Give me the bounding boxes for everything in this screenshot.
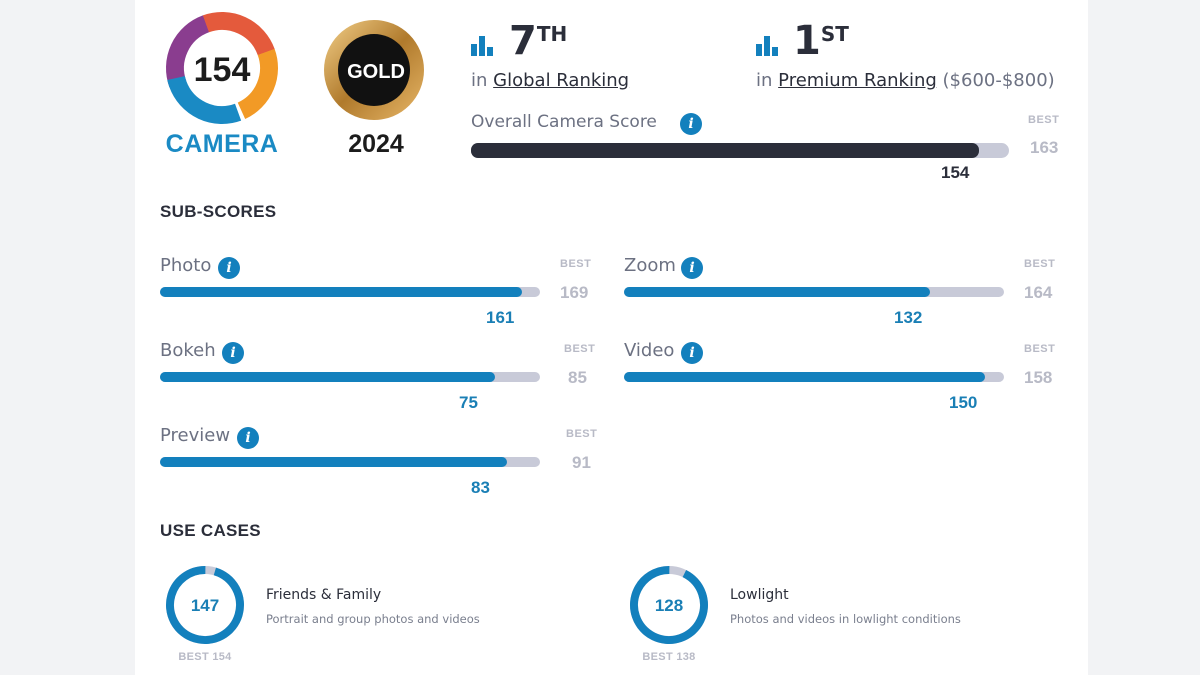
photo-info-icon[interactable]: i — [218, 257, 240, 279]
subscore-preview-score: 83 — [471, 478, 490, 497]
overall-best-value: 163 — [1030, 138, 1059, 157]
subscore-zoom-score: 132 — [894, 308, 923, 327]
subscore-preview-best: 91 — [572, 453, 591, 472]
subscore-video-best: 158 — [1024, 368, 1053, 387]
subscore-photo-bar — [160, 287, 540, 297]
subscore-best-label: BEST — [566, 428, 598, 440]
global-ranking-prefix: in — [471, 70, 488, 91]
use-case-friends-family: 147 BEST 154 Friends & Family Portrait a… — [160, 560, 600, 670]
camera-scores-card — [135, 0, 1088, 675]
subscore-zoom-bar — [624, 287, 1004, 297]
subscore-photo-best: 169 — [560, 283, 589, 302]
subscore-zoom-fill — [624, 287, 930, 297]
overall-info-icon[interactable]: i — [680, 113, 702, 135]
premium-ranking-line: in Premium Ranking ($600-$800) — [756, 70, 1055, 91]
preview-info-icon[interactable]: i — [237, 427, 259, 449]
subscore-video-fill — [624, 372, 985, 382]
subscore-zoom-best: 164 — [1024, 283, 1053, 302]
global-rank: 7TH — [509, 18, 567, 64]
subscore-bokeh-best: 85 — [568, 368, 587, 387]
award-year: 2024 — [348, 130, 404, 158]
subscore-preview: Preview i BEST 91 83 — [160, 425, 600, 505]
subscore-zoom-name: Zoom — [624, 255, 676, 276]
use-case-lowlight: 128 BEST 138 Lowlight Photos and videos … — [624, 560, 1064, 670]
subscore-best-label: BEST — [560, 258, 592, 270]
zoom-info-icon[interactable]: i — [681, 257, 703, 279]
subscore-bokeh-name: Bokeh — [160, 340, 216, 361]
overall-score-title: Overall Camera Score — [471, 112, 657, 132]
use-case-lowlight-best: BEST 138 — [642, 651, 696, 663]
subscore-best-label: BEST — [1024, 343, 1056, 355]
use-case-lowlight-desc: Photos and videos in lowlight conditions — [730, 612, 961, 626]
subscore-photo: Photo i BEST 169 161 — [160, 255, 600, 335]
global-rank-number: 7 — [509, 18, 537, 64]
subscore-video-name: Video — [624, 340, 675, 361]
bar-chart-icon — [471, 36, 497, 56]
camera-score-badge: 154 — [166, 12, 278, 125]
bar-chart-icon — [756, 36, 782, 56]
premium-ranking-prefix: in — [756, 70, 773, 91]
use-case-lowlight-score: 128 — [654, 596, 684, 615]
subscore-preview-bar — [160, 457, 540, 467]
subscore-best-label: BEST — [1024, 258, 1056, 270]
gold-award-badge: GOLD — [324, 20, 424, 120]
subscore-best-label: BEST — [564, 343, 596, 355]
camera-score-number: 154 — [194, 51, 251, 89]
subscore-video-score: 150 — [949, 393, 978, 412]
use-case-friends-family-best: BEST 154 — [178, 651, 232, 663]
use-case-lowlight-title: Lowlight — [730, 587, 789, 603]
overall-best-label: BEST — [1028, 114, 1060, 126]
use-case-friends-family-score: 147 — [190, 596, 220, 615]
subscore-bokeh: Bokeh i BEST 85 75 — [160, 340, 600, 420]
subscore-photo-score: 161 — [486, 308, 515, 327]
overall-score-fill — [471, 143, 979, 158]
subscore-bokeh-bar — [160, 372, 540, 382]
video-info-icon[interactable]: i — [681, 342, 703, 364]
subscore-bokeh-score: 75 — [459, 393, 478, 412]
subscore-preview-fill — [160, 457, 507, 467]
subscores-title: SUB-SCORES — [160, 202, 277, 221]
subscore-photo-name: Photo — [160, 255, 212, 276]
camera-label: CAMERA — [165, 130, 279, 158]
subscore-bokeh-fill — [160, 372, 495, 382]
overall-score-value: 154 — [941, 163, 970, 182]
premium-rank-number: 1 — [793, 18, 821, 64]
use-case-friends-family-title: Friends & Family — [266, 587, 382, 603]
subscore-zoom: Zoom i BEST 164 132 — [624, 255, 1064, 335]
global-ranking-link[interactable]: Global Ranking — [493, 70, 630, 91]
premium-rank-suffix: ST — [820, 22, 849, 46]
overall-score-bar — [471, 143, 1009, 158]
premium-price-range: ($600-$800) — [942, 70, 1055, 91]
global-ranking-line: in Global Ranking — [471, 70, 629, 91]
use-case-friends-family-ring — [166, 566, 244, 644]
subscore-photo-fill — [160, 287, 522, 297]
subscore-preview-name: Preview — [160, 425, 231, 446]
subscore-video: Video i BEST 158 150 — [624, 340, 1064, 420]
premium-ranking-link[interactable]: Premium Ranking — [778, 70, 937, 91]
bokeh-info-icon[interactable]: i — [222, 342, 244, 364]
use-cases-title: USE CASES — [160, 521, 261, 540]
subscore-video-bar — [624, 372, 1004, 382]
use-case-friends-family-desc: Portrait and group photos and videos — [266, 612, 480, 626]
gold-award-label: GOLD — [347, 61, 405, 83]
use-case-lowlight-ring — [630, 566, 708, 644]
premium-rank: 1ST — [793, 18, 849, 64]
global-rank-suffix: TH — [536, 22, 568, 46]
